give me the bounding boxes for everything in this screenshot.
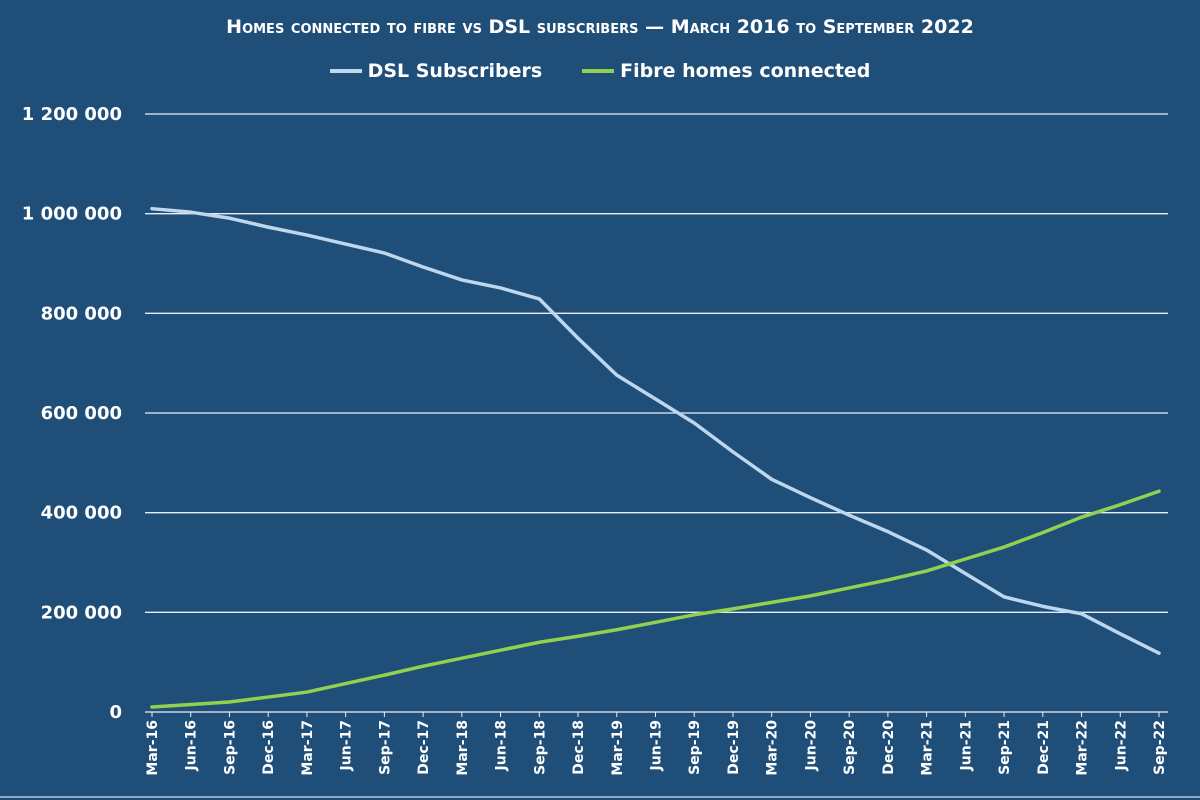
x-tick-label: Jun-16 <box>184 720 200 771</box>
x-tick-label: Sep-21 <box>997 720 1013 775</box>
x-tick-label: Mar-16 <box>145 720 161 776</box>
x-tick-label: Sep-16 <box>222 720 238 775</box>
x-tick-label: Dec-16 <box>261 720 277 775</box>
legend-label-dsl: DSL Subscribers <box>367 60 543 82</box>
x-tick-label: Mar-18 <box>455 720 471 776</box>
y-tick-label: 600 000 <box>41 403 122 424</box>
x-tick-label: Jun-22 <box>1113 720 1129 771</box>
chart-title: Homes connected to fibre vs DSL subscrib… <box>226 16 974 38</box>
x-tick-label: Dec-21 <box>1036 720 1052 775</box>
legend-item-fibre: Fibre homes connected <box>582 60 870 82</box>
x-tick-label: Sep-22 <box>1152 720 1168 775</box>
x-tick-label: Sep-19 <box>687 720 703 775</box>
y-tick-label: 200 000 <box>41 602 122 623</box>
x-tick-label: Sep-20 <box>842 720 858 775</box>
y-tick-label: 0 <box>109 702 122 723</box>
x-tick-label: Mar-22 <box>1075 720 1091 776</box>
x-tick-label: Jun-19 <box>649 720 665 771</box>
x-tick-label: Dec-19 <box>726 720 742 775</box>
y-tick-label: 400 000 <box>41 503 122 524</box>
x-tick-label: Dec-17 <box>416 720 432 775</box>
legend-swatch-fibre <box>582 69 615 73</box>
x-tick-label: Mar-21 <box>920 720 936 776</box>
y-tick-label: 1 200 000 <box>22 104 122 125</box>
x-tick-label: Jun-18 <box>494 720 510 771</box>
y-tick-label: 1 000 000 <box>22 204 122 225</box>
x-tick-label: Dec-18 <box>571 720 587 775</box>
x-tick-label: Dec-20 <box>881 720 897 775</box>
x-tick-label: Jun-17 <box>339 720 355 771</box>
y-tick-label: 800 000 <box>41 303 122 324</box>
x-tick-label: Jun-20 <box>803 720 819 772</box>
legend-item-dsl: DSL Subscribers <box>329 60 543 82</box>
x-tick-label: Mar-17 <box>300 720 316 776</box>
bottom-border <box>0 796 1200 798</box>
x-tick-label: Sep-18 <box>532 720 548 775</box>
dsl-subscribers-line <box>150 206 1161 655</box>
legend-label-fibre: Fibre homes connected <box>620 60 871 82</box>
x-tick-label: Jun-21 <box>958 720 974 771</box>
legend: DSL Subscribers Fibre homes connected <box>0 60 1200 82</box>
x-tick-label: Mar-19 <box>610 720 626 776</box>
legend-swatch-dsl <box>329 69 362 73</box>
x-tick-label: Sep-17 <box>377 720 393 775</box>
x-tick-label: Mar-20 <box>765 720 781 776</box>
